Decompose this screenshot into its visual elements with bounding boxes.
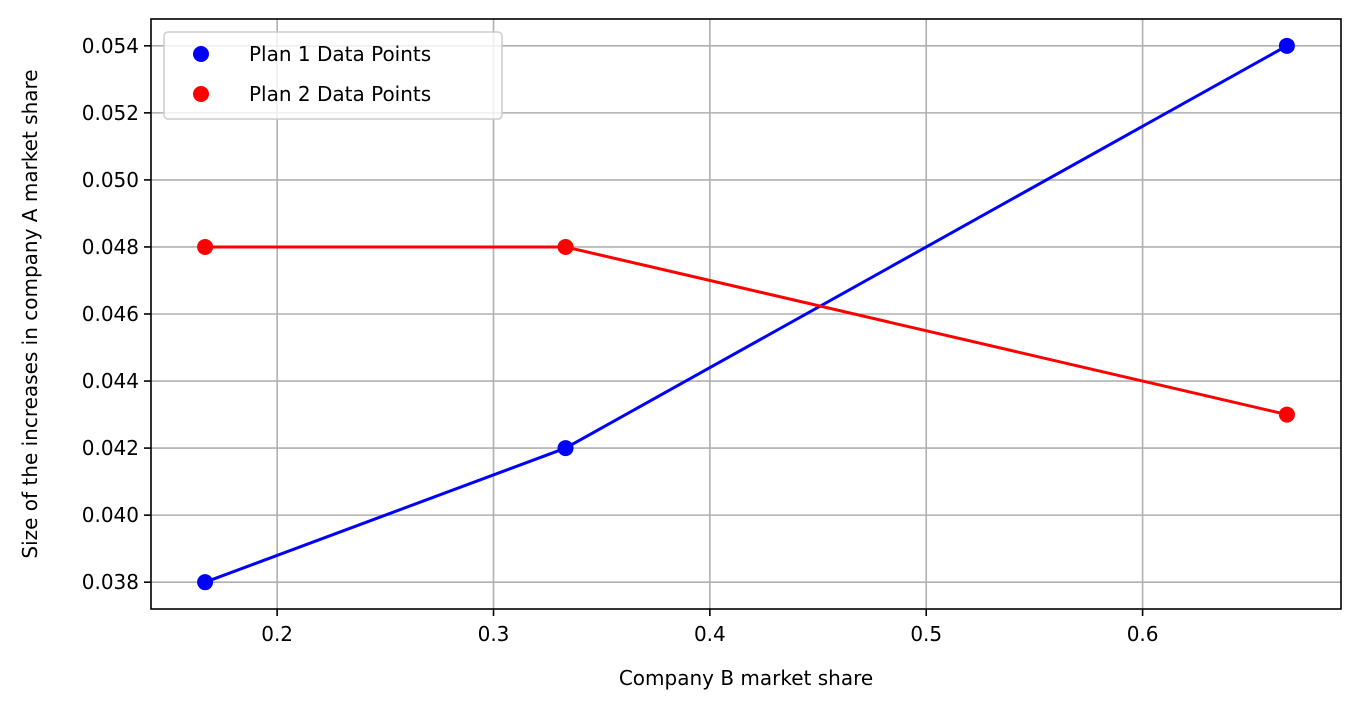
y-tick-label: 0.052	[82, 101, 139, 125]
y-tick-label: 0.044	[82, 369, 139, 393]
legend-box	[163, 31, 503, 120]
y-tick-label: 0.054	[82, 34, 139, 58]
data-point-plan-2	[557, 238, 574, 255]
y-tick-label: 0.048	[82, 235, 139, 259]
y-tick-label: 0.042	[82, 436, 139, 460]
data-point-plan-2	[1278, 406, 1295, 423]
y-tick-label: 0.038	[82, 570, 139, 594]
legend-items: Plan 1 Data Points Plan 2 Data Points	[193, 42, 431, 106]
y-tick-label: 0.040	[82, 503, 139, 527]
legend-label-plan-2: Plan 2 Data Points	[249, 82, 431, 106]
legend-marker-plan-1	[193, 46, 209, 62]
legend: Plan 1 Data Points Plan 2 Data Points	[163, 31, 503, 120]
x-axis-ticks: 0.2 0.3 0.4 0.5 0.6	[261, 609, 1159, 646]
legend-marker-plan-2	[193, 86, 209, 102]
y-tick-label: 0.046	[82, 302, 139, 326]
series-points	[197, 37, 1295, 591]
y-axis-ticks: 0.038 0.040 0.042 0.044 0.046 0.048 0.050 0.052…	[82, 34, 151, 594]
x-tick-label: 0.5	[910, 622, 942, 646]
x-tick-label: 0.3	[478, 622, 510, 646]
data-point-plan-2	[197, 238, 214, 255]
data-point-plan-1	[557, 440, 574, 457]
y-axis-label: Size of the increases in company A marke…	[18, 69, 42, 558]
x-tick-label: 0.2	[261, 622, 293, 646]
data-point-plan-1	[197, 574, 214, 591]
legend-label-plan-1: Plan 1 Data Points	[249, 42, 431, 66]
data-point-plan-1	[1278, 37, 1295, 54]
x-axis-label: Company B market share	[619, 666, 873, 690]
x-tick-label: 0.6	[1127, 622, 1159, 646]
x-tick-label: 0.4	[694, 622, 726, 646]
grid	[151, 19, 1341, 609]
y-tick-label: 0.050	[82, 168, 139, 192]
